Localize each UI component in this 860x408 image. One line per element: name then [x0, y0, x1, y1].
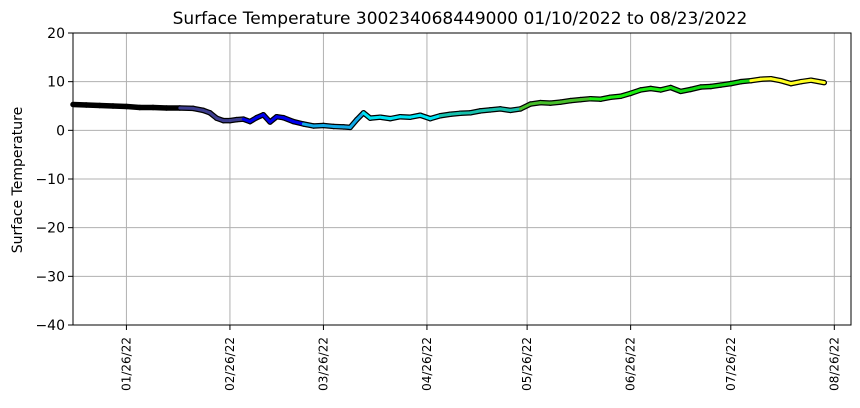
y-tick-label: −30 — [35, 269, 65, 285]
series-segment — [729, 80, 743, 86]
series-segment — [639, 86, 653, 92]
series-segment — [348, 118, 359, 129]
series-segment — [368, 115, 382, 120]
series-segment — [428, 114, 442, 121]
series-segment — [769, 77, 783, 83]
y-tick-label: 20 — [47, 26, 65, 42]
series-segment — [448, 111, 462, 116]
series-segment — [749, 77, 763, 83]
x-tick-label: 01/26/22 — [119, 337, 133, 391]
series-segment — [508, 107, 522, 112]
series-segment — [488, 107, 502, 112]
series-segment — [659, 86, 673, 92]
series-segment — [689, 85, 703, 91]
series-segment — [669, 86, 683, 93]
series-segment — [679, 87, 693, 93]
series-segment — [478, 108, 492, 113]
series-segment — [789, 80, 803, 86]
series-segment — [408, 113, 422, 119]
y-tick-label: 0 — [56, 123, 65, 139]
series-layer — [70, 75, 828, 131]
x-tick-label: 05/26/22 — [520, 337, 534, 391]
series-segment — [438, 112, 452, 118]
series-segment — [709, 83, 723, 89]
chart-title: Surface Temperature 300234068449000 01/1… — [173, 9, 748, 29]
series-segment — [649, 86, 663, 92]
series-segment — [569, 98, 583, 103]
series-segment — [281, 116, 295, 124]
series-segment — [548, 100, 563, 105]
series-segment — [599, 95, 613, 101]
x-tick-label: 02/26/22 — [223, 337, 237, 391]
series-segment — [355, 111, 365, 122]
x-tick-label: 06/26/22 — [624, 337, 638, 391]
series-segment — [388, 115, 402, 121]
series-segment — [809, 78, 826, 85]
series-segment — [378, 115, 392, 121]
series-segment — [779, 79, 793, 86]
x-tick-label: 08/26/22 — [827, 337, 841, 391]
series-segment — [124, 104, 142, 109]
series-segment — [261, 113, 272, 124]
x-tick-label: 04/26/22 — [420, 337, 434, 391]
axes: 20 10 0 −10 −20 −30 −40 01/26/22 02/26/22 03/26/2… — [35, 26, 841, 391]
series-segment — [468, 109, 482, 115]
y-tick-label: 10 — [47, 75, 65, 91]
series-segment — [609, 94, 623, 99]
series-segment — [301, 122, 315, 128]
series-segment — [528, 101, 542, 106]
series-segment — [418, 113, 432, 121]
series-segment — [291, 120, 305, 126]
series-segment — [321, 123, 335, 128]
series-segment — [629, 88, 643, 95]
x-tick-label: 07/26/22 — [724, 337, 738, 391]
series-segment — [559, 99, 573, 104]
series-segment — [619, 91, 633, 98]
x-tick-label: 03/26/22 — [316, 337, 330, 391]
series-segment — [799, 78, 813, 84]
series-segment — [498, 107, 512, 112]
grid — [73, 32, 851, 326]
y-tick-label: −20 — [35, 221, 65, 237]
series-segment — [191, 106, 205, 112]
series-segment — [579, 97, 593, 102]
series-segment — [518, 102, 532, 111]
y-tick-label: −10 — [35, 172, 65, 188]
series-segment — [739, 79, 753, 84]
y-axis-label: Surface Temperature — [10, 107, 26, 253]
series-segment — [719, 82, 733, 87]
y-tick-label: −40 — [35, 318, 65, 334]
